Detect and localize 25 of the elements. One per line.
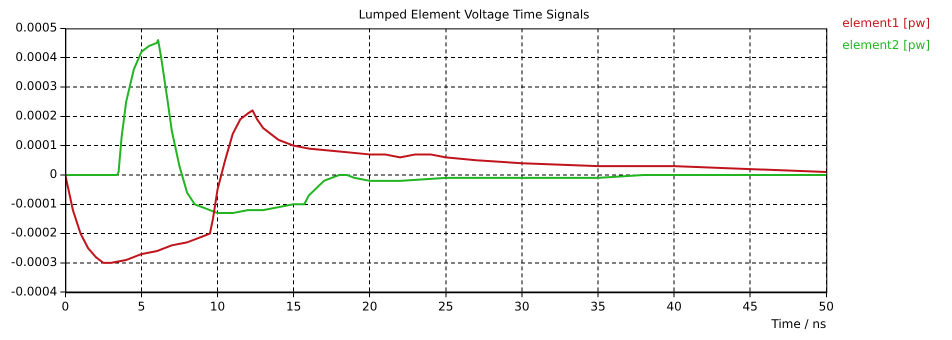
x-tick-label: 40 [666,300,682,314]
y-tick-label: -0.0003 [10,255,58,270]
x-tick-label: 0 [62,300,70,314]
y-tick-label: 0.0005 [15,20,58,35]
chart-title: Lumped Element Voltage Time Signals [358,7,590,22]
x-tick-label: 15 [286,300,302,314]
x-tick-label: 10 [210,300,226,314]
x-tick-label: 45 [742,300,758,314]
x-axis-title: Time / ns [770,316,826,331]
x-tick-label: 50 [818,300,834,314]
y-tick-label: 0 [50,167,58,182]
x-tick-label: 30 [514,300,530,314]
y-tick-label: 0.0004 [15,50,58,64]
y-tick-label: -0.0004 [10,284,58,298]
x-tick-label: 25 [438,300,454,314]
y-tick-label: -0.0001 [10,196,58,210]
x-tick-label: 20 [362,300,378,314]
text: element1 [pw] [842,16,930,30]
x-tick-label: 5 [138,300,146,314]
y-tick-label: 0.0001 [15,138,58,152]
y-tick-label: 0.0002 [15,108,58,122]
y-tick-label: 0.0003 [15,79,58,94]
text: element2 [pw] [842,38,930,52]
y-tick-label: -0.0002 [10,226,58,240]
x-tick-label: 35 [590,300,606,314]
